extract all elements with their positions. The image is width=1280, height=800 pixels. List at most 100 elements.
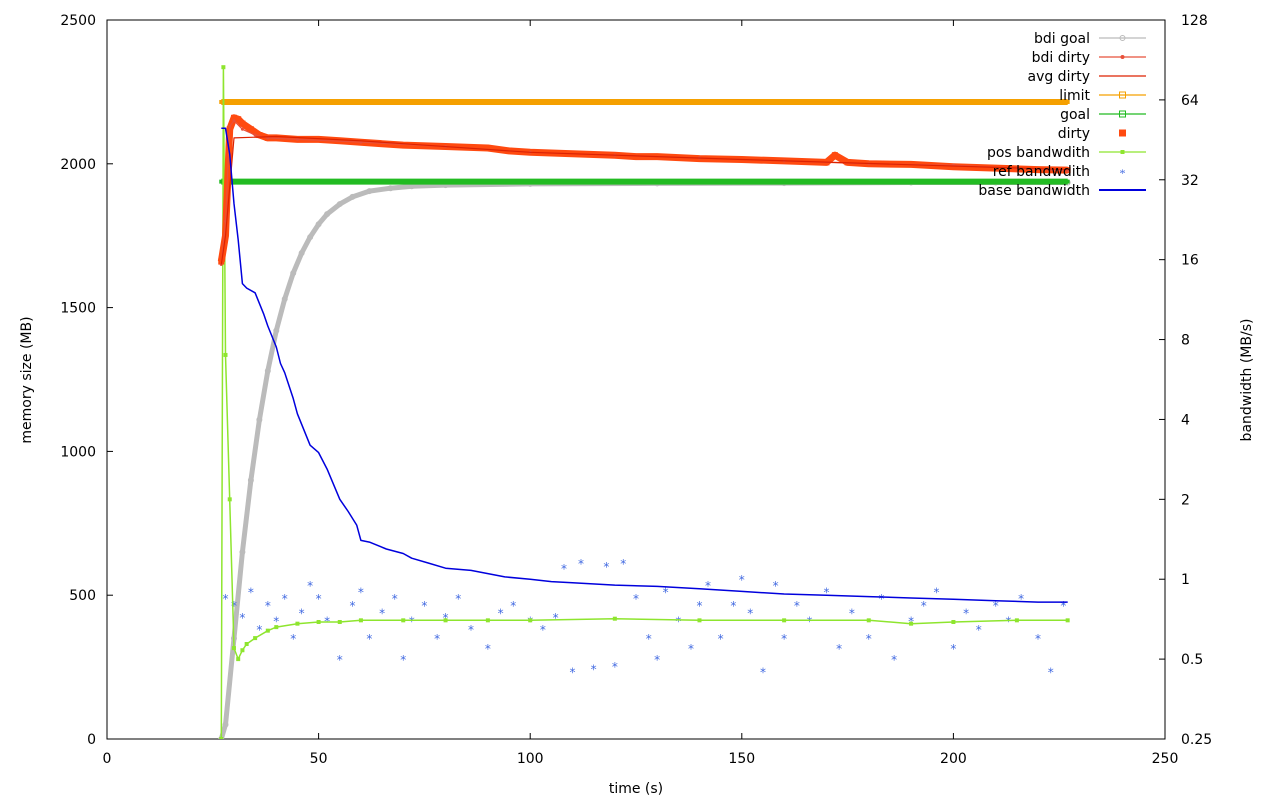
bdi-goal-point bbox=[222, 721, 229, 728]
bdi-goal-point bbox=[239, 549, 246, 556]
ref-bandwidth-point: * bbox=[675, 614, 681, 628]
ref-bandwidth-point: * bbox=[443, 611, 449, 625]
x-axis-title: time (s) bbox=[609, 781, 663, 797]
ref-bandwidth-point: * bbox=[578, 557, 584, 571]
y2-tick-label: 128 bbox=[1181, 13, 1208, 29]
ref-bandwidth-point: * bbox=[696, 599, 702, 613]
ref-bandwidth-point: * bbox=[273, 614, 279, 628]
pos-bandwdith-point bbox=[951, 619, 956, 624]
ref-bandwidth-point: * bbox=[612, 660, 618, 674]
pos-bandwdith-point bbox=[1065, 618, 1070, 623]
ref-bandwidth-point: * bbox=[337, 653, 343, 667]
pos-bandwdith-point bbox=[866, 618, 871, 623]
legend-label-limit: limit bbox=[1059, 88, 1090, 104]
ref-bandwidth-point: * bbox=[358, 585, 364, 599]
bdi-goal-point bbox=[307, 234, 314, 241]
bdi-goal-point bbox=[264, 367, 271, 374]
pos-bandwdith-point bbox=[274, 625, 279, 630]
legend-marker-bdi-dirty bbox=[1120, 55, 1125, 59]
ref-bandwidth-point: * bbox=[663, 585, 669, 599]
pos-bandwdith-point bbox=[443, 618, 448, 623]
y2-tick-label: 4 bbox=[1181, 412, 1190, 428]
legend-marker-limit bbox=[1119, 91, 1126, 99]
avg-dirty-line bbox=[220, 135, 1068, 265]
bdi-goal-point bbox=[273, 327, 280, 334]
ref-bandwidth-point: * bbox=[739, 573, 745, 587]
series-dirty bbox=[217, 114, 1071, 265]
ref-bandwidth-point: * bbox=[705, 579, 711, 593]
dirty-point bbox=[992, 165, 999, 172]
legend-marker-dirty bbox=[1119, 129, 1126, 137]
pos-bandwdith-point bbox=[528, 618, 533, 623]
dirty-point bbox=[400, 142, 407, 149]
series-pos-bandwdith bbox=[219, 65, 1070, 739]
ref-bandwidth-point: * bbox=[400, 653, 406, 667]
bdi-goal-point bbox=[281, 295, 288, 302]
bdi-goal-point bbox=[349, 193, 356, 200]
series-limit bbox=[219, 99, 1070, 105]
ref-bandwidth-point: * bbox=[392, 592, 398, 606]
ref-bandwidth-point: * bbox=[866, 632, 872, 646]
x-tick-label: 200 bbox=[940, 751, 967, 767]
y-tick-label: 2000 bbox=[60, 157, 96, 173]
ref-bandwidth-point: * bbox=[553, 611, 559, 625]
ref-bandwidth-point: * bbox=[688, 642, 694, 656]
legend-label-goal: goal bbox=[1060, 107, 1090, 123]
dirty-point bbox=[230, 114, 237, 121]
dirty-point bbox=[484, 144, 491, 151]
pos-bandwdith-point bbox=[782, 618, 787, 623]
bdi-dirty-point bbox=[359, 140, 363, 144]
legend-label-pos-bandwdith: pos bandwdith bbox=[987, 145, 1090, 161]
ref-bandwidth-point: * bbox=[561, 562, 567, 576]
pos-bandwdith-point bbox=[227, 497, 232, 502]
pos-bandwdith-point bbox=[337, 619, 342, 624]
ref-bandwidth-point: * bbox=[921, 599, 927, 613]
series-layer: * ***************************************… bbox=[217, 65, 1071, 739]
legend-label-dirty: dirty bbox=[1058, 126, 1090, 142]
y2-tick-label: 32 bbox=[1181, 173, 1199, 189]
dirty-point bbox=[831, 152, 838, 159]
ref-bandwidth-point: * bbox=[747, 606, 753, 620]
ref-bandwidth-point: * bbox=[908, 614, 914, 628]
ref-bandwidth-point: * bbox=[256, 623, 262, 637]
ref-bandwidth-point: * bbox=[379, 606, 385, 620]
ref-bandwidth-point: * bbox=[849, 606, 855, 620]
pos-bandwdith-point bbox=[401, 618, 406, 623]
x-tick-label: 150 bbox=[728, 751, 755, 767]
legend-label-base-bandwidth: base bandwidth bbox=[978, 183, 1090, 199]
ref-bandwidth-point: * bbox=[603, 560, 609, 574]
pos-bandwdith-point bbox=[231, 646, 236, 651]
y-axis-title: memory size (MB) bbox=[19, 316, 35, 443]
x-tick-label: 0 bbox=[103, 751, 112, 767]
ref-bandwidth-point: * bbox=[807, 614, 813, 628]
bdi-goal-point bbox=[256, 416, 263, 423]
series-base-bandwidth bbox=[221, 127, 1068, 603]
x-tick-label: 250 bbox=[1152, 751, 1179, 767]
y2-tick-label: 16 bbox=[1181, 253, 1199, 269]
ref-bandwidth-point: * bbox=[231, 599, 237, 613]
legend: bdi goal bdi dirty avg dirty limit goal dirty… bbox=[978, 31, 1146, 199]
bdi-goal-point bbox=[387, 185, 394, 192]
legend-marker-bdi-goal bbox=[1119, 35, 1126, 41]
legend-marker-goal bbox=[1119, 110, 1126, 118]
bdi-dirty-point bbox=[232, 119, 236, 123]
ref-bandwidth-point: * bbox=[823, 585, 829, 599]
ref-bandwidth-point: * bbox=[510, 599, 516, 613]
pos-bandwdith-point bbox=[697, 618, 702, 623]
ref-bandwidth-point: * bbox=[455, 592, 461, 606]
ref-bandwidth-point: * bbox=[730, 599, 736, 613]
bdi-goal-point bbox=[366, 188, 373, 195]
ref-bandwidth-point: * bbox=[366, 632, 372, 646]
pos-bandwdith-point bbox=[909, 621, 914, 626]
bdi-goal-point bbox=[290, 270, 297, 277]
ref-bandwidth-point: * bbox=[1048, 665, 1054, 679]
series-ref-bandwdith: * ***************************************… bbox=[222, 557, 1066, 679]
ref-bandwidth-point: * bbox=[933, 585, 939, 599]
ref-bandwidth-point: * bbox=[222, 592, 228, 606]
pos-bandwdith-point bbox=[485, 618, 490, 623]
pos-bandwdith-point bbox=[253, 636, 258, 641]
pos-bandwdith-point bbox=[295, 621, 300, 626]
ref-bandwidth-point: * bbox=[1035, 632, 1041, 646]
ref-bandwidth-point: * bbox=[1005, 614, 1011, 628]
